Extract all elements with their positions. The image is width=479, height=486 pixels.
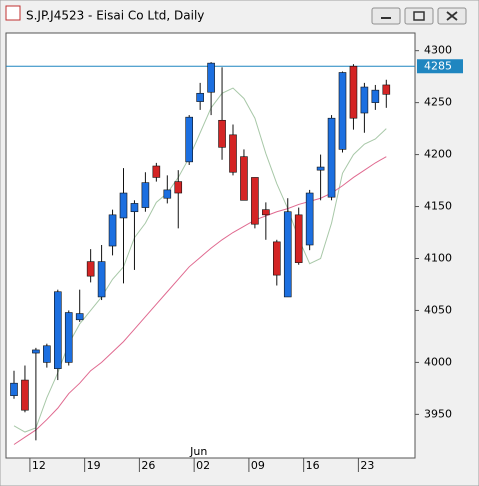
y-tick-label: 4150 xyxy=(424,200,452,213)
x-tick-label: 26 xyxy=(141,459,155,472)
x-tick-label: 23 xyxy=(360,459,374,472)
candle-body xyxy=(262,209,270,216)
candle-body xyxy=(349,65,358,119)
window-icon xyxy=(5,5,21,21)
last-price-label: 4285 xyxy=(424,59,452,72)
y-tick-label: 4300 xyxy=(424,44,452,57)
x-month-label: Jun xyxy=(189,445,207,458)
candle-body xyxy=(305,192,314,246)
candle-body xyxy=(371,89,380,103)
last-price-box xyxy=(417,59,463,74)
candle-body xyxy=(382,84,391,95)
candle-body xyxy=(10,382,18,396)
candle-body xyxy=(196,92,204,102)
candle-body xyxy=(185,116,193,163)
moving-average-line xyxy=(13,87,387,433)
candle-body xyxy=(21,379,29,411)
candle-body xyxy=(86,261,95,277)
y-tick-label: 4100 xyxy=(424,251,452,264)
candle-body xyxy=(141,182,150,208)
candle-body xyxy=(316,166,325,171)
moving-average-line xyxy=(13,156,387,445)
candle-body xyxy=(229,134,237,173)
candle-body xyxy=(174,181,183,194)
x-tick-label: 02 xyxy=(196,459,210,472)
candle-body xyxy=(218,119,226,148)
candle-body xyxy=(130,203,139,213)
candle-body xyxy=(163,189,172,199)
candle-body xyxy=(152,165,161,178)
minimize-button[interactable] xyxy=(371,7,401,25)
x-tick-label: 09 xyxy=(251,459,265,472)
candle-body xyxy=(338,72,347,150)
maximize-icon xyxy=(413,11,425,21)
x-tick-label: 16 xyxy=(306,459,320,472)
plot-area xyxy=(5,32,416,459)
candle-body xyxy=(272,241,281,276)
candle-body xyxy=(97,261,106,298)
candle-body xyxy=(53,291,62,369)
y-tick-label: 4050 xyxy=(424,303,452,316)
close-icon xyxy=(446,11,458,21)
y-tick-label: 3950 xyxy=(424,407,452,420)
candle-body xyxy=(119,192,128,219)
candle-body xyxy=(327,117,336,198)
candle-body xyxy=(251,177,259,225)
candle-body xyxy=(283,211,292,298)
candle-body xyxy=(240,156,248,201)
window-title: S.JP.J4523 - Eisai Co Ltd, Daily xyxy=(26,9,204,23)
y-tick-label: 4000 xyxy=(424,355,452,368)
candle-body xyxy=(294,214,303,263)
candle-body xyxy=(75,313,84,321)
y-tick-label: 4200 xyxy=(424,148,452,161)
y-tick-label: 4250 xyxy=(424,96,452,109)
x-tick-label: 19 xyxy=(87,459,101,472)
candle-body xyxy=(360,86,369,114)
candle-body xyxy=(64,312,73,363)
candle-body xyxy=(32,349,40,354)
x-tick-label: 12 xyxy=(32,459,46,472)
candle-body xyxy=(207,62,215,93)
candle-body xyxy=(108,214,117,247)
candle-body xyxy=(43,345,51,363)
maximize-button[interactable] xyxy=(404,7,434,25)
